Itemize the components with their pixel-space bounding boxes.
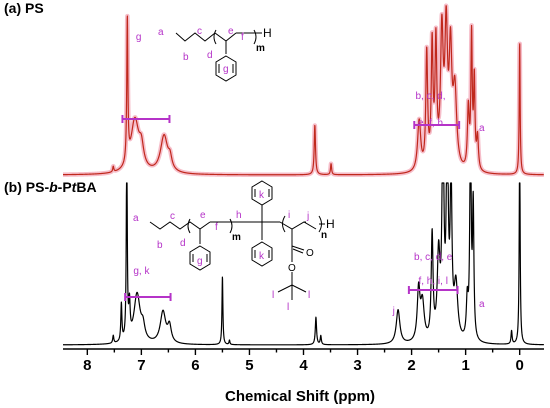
- panel-b-label: (b) PS-b-PtBA: [4, 179, 97, 195]
- pb-letter-c: c: [170, 211, 175, 222]
- ps-letter-a: a: [158, 27, 164, 38]
- ps-letter-e: e: [228, 26, 234, 37]
- pb-letter-k-bottom: k: [259, 251, 265, 262]
- ps-letter-b: b: [183, 52, 189, 63]
- pb-letter-i: i: [288, 210, 290, 221]
- x-tick-label: 6: [191, 357, 199, 374]
- peak-annotation: b, c, d, e: [414, 252, 453, 263]
- x-tick-label: 3: [353, 357, 361, 374]
- ps-structure: a b c d e f g m H: [158, 26, 272, 82]
- pb-letter-h: h: [236, 210, 242, 221]
- ps-letter-f: f: [241, 32, 244, 43]
- pb-letter-l-left: l: [272, 290, 274, 301]
- pb-letter-f: f: [215, 222, 218, 233]
- pb-letter-j: j: [306, 211, 309, 222]
- peak-annotation: f, h, i, l: [418, 276, 447, 287]
- spectrum-line-a: [62, 5, 545, 176]
- ps-end-h: H: [263, 26, 272, 40]
- x-tick-label: 0: [516, 357, 524, 374]
- x-axis-title: Chemical Shift (ppm): [225, 388, 375, 405]
- spectrum-b: g, k b, c, d, e f, h, i, l j a: [62, 182, 545, 346]
- x-tick-label: 7: [137, 357, 145, 374]
- pb-letter-d: d: [180, 238, 186, 249]
- peak-annotation: g, k: [133, 266, 150, 277]
- pb-letter-a: a: [133, 213, 139, 224]
- pb-ester-o: O: [288, 263, 296, 274]
- ps-letter-d: d: [207, 50, 213, 61]
- pb-subscript-m: m: [232, 232, 241, 243]
- peak-annotation: j: [392, 306, 395, 317]
- x-tick-label: 1: [461, 357, 469, 374]
- pb-end-h: H: [326, 217, 335, 231]
- x-tick-label: 4: [299, 357, 308, 374]
- panel-a-label: (a) PS: [4, 0, 44, 16]
- pb-letter-k-top: k: [259, 190, 265, 201]
- ps-letter-g: g: [223, 64, 229, 75]
- peak-annotation: a: [479, 299, 485, 310]
- pb-letter-b: b: [157, 240, 163, 251]
- spectrum-a: g b, c, d, e, f, h a: [60, 3, 546, 178]
- ps-subscript-m: m: [256, 43, 265, 54]
- pb-carbonyl-o: O: [306, 248, 314, 259]
- x-tick-label: 2: [407, 357, 415, 374]
- spectrum-line-b: [62, 182, 545, 346]
- x-axis: 8 7 6 5 4 3 2 1 0: [63, 348, 544, 374]
- ps-letter-c: c: [197, 26, 202, 37]
- peak-annotation: e, f, h: [418, 118, 443, 129]
- pb-letter-l-bottom: l: [287, 302, 289, 313]
- pb-letter-g: g: [197, 256, 203, 267]
- x-tick-label: 8: [83, 357, 91, 374]
- peak-annotation: g: [136, 32, 142, 43]
- peak-annotation: a: [479, 123, 485, 134]
- pb-letter-e: e: [200, 210, 206, 221]
- pb-subscript-n: n: [321, 230, 327, 241]
- ps-b-ptba-structure: a b c d e f g h i j k k l l l m n H O O: [133, 180, 335, 313]
- x-tick-label: 5: [245, 357, 253, 374]
- pb-letter-l-right: l: [308, 290, 310, 301]
- peak-annotation: b, c, d,: [415, 91, 445, 102]
